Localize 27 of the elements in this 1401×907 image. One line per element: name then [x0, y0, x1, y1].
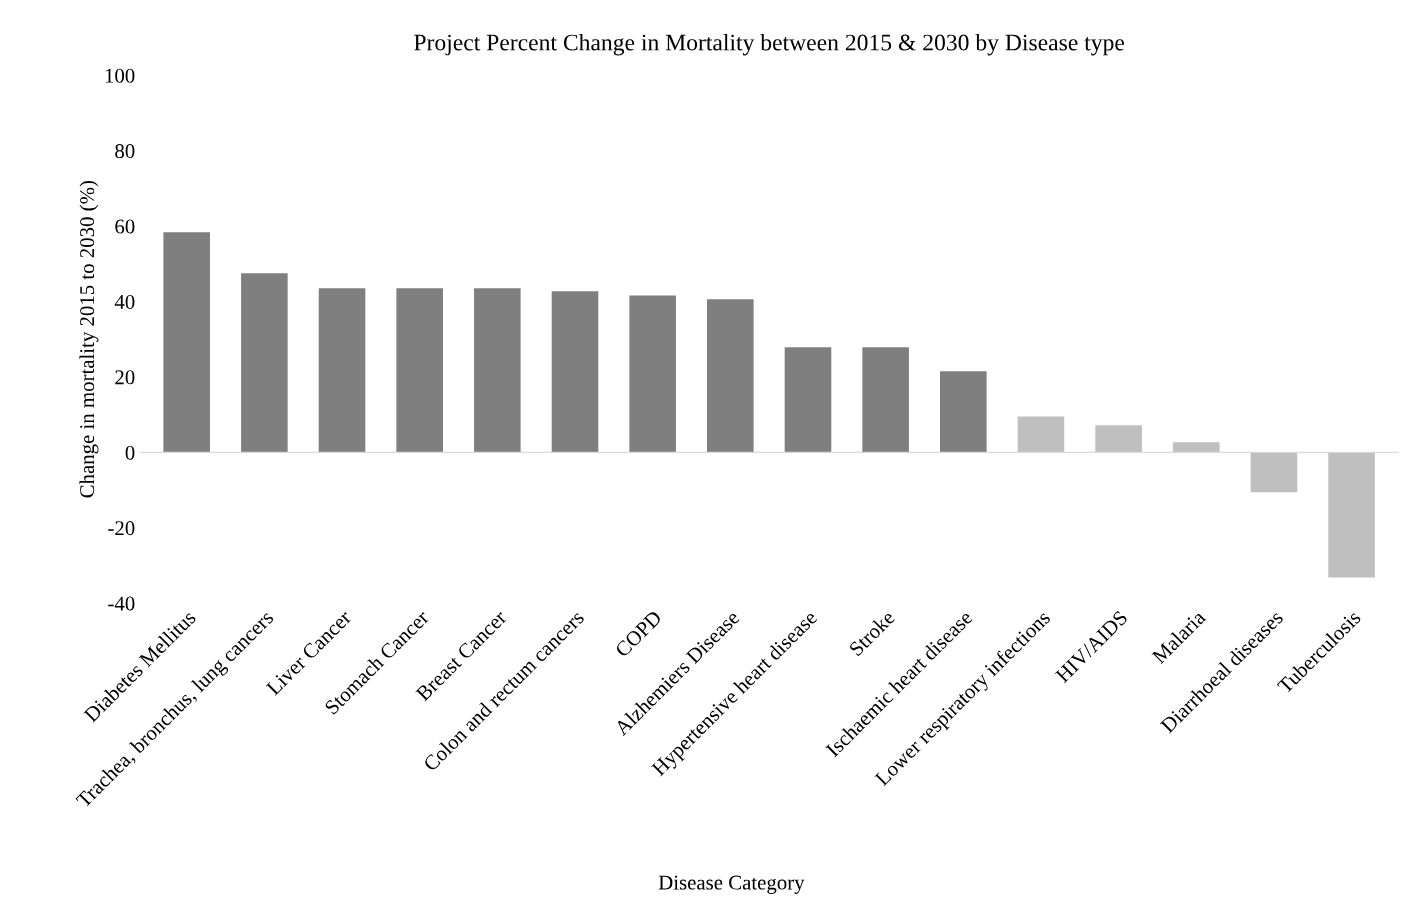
- bar: [1328, 452, 1375, 578]
- bar: [551, 291, 599, 453]
- y-tick-label: 80: [115, 144, 135, 159]
- bar: [474, 288, 521, 453]
- y-tick-label: 40: [114, 294, 135, 309]
- y-tick-label: -20: [108, 521, 135, 536]
- bar: [629, 295, 676, 453]
- x-axis-title: Disease Category: [658, 875, 805, 894]
- y-tick-label: 100: [105, 68, 135, 83]
- y-tick-label: 20: [115, 370, 135, 385]
- bar: [862, 347, 909, 453]
- bar: [396, 288, 443, 453]
- bar: [784, 347, 832, 453]
- bar: [707, 299, 754, 453]
- bar: [163, 232, 210, 453]
- y-tick-label: -40: [108, 596, 135, 611]
- bar: [1172, 442, 1220, 453]
- bar: [241, 273, 288, 453]
- y-tick-label: 60: [115, 219, 135, 234]
- bar: [1017, 416, 1065, 453]
- bar: [1095, 425, 1142, 453]
- bar: [318, 288, 366, 453]
- bar: [940, 371, 987, 453]
- bar: [1250, 452, 1298, 493]
- chart-title: Project Percent Change in Mortality between 2015 & 2030 by Disease type: [414, 33, 1125, 56]
- y-tick-label: 0: [125, 445, 135, 460]
- y-axis-title: Change in mortality 2015 to 2030 (%): [79, 181, 99, 498]
